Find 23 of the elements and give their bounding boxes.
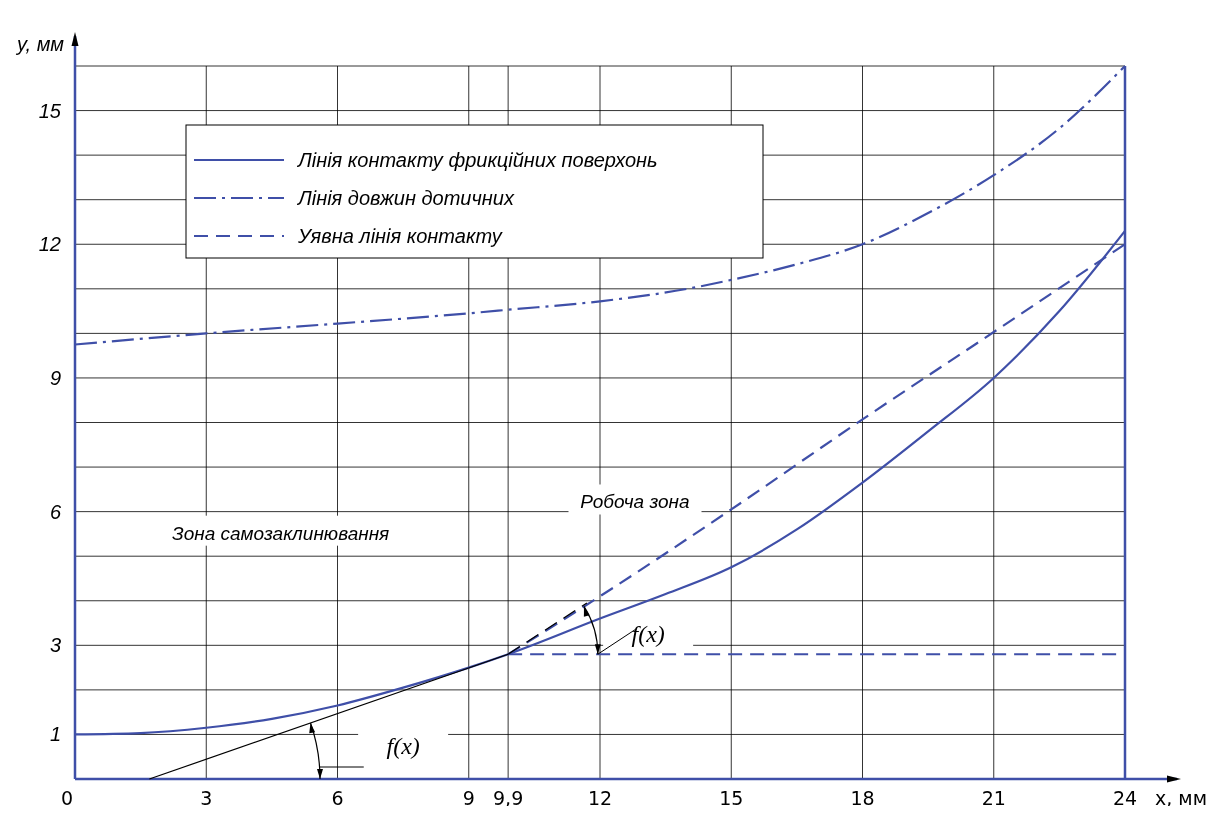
x-tick-label: 18 [850, 787, 875, 809]
y-tick-label: 1 [49, 723, 61, 746]
legend-label: Лінія довжин дотичних [296, 187, 515, 209]
annotation: Зона самозаклинювання [171, 522, 390, 544]
x-tick-label: 15 [719, 787, 744, 809]
x-tick-label: 3 [200, 787, 213, 809]
y-tick-label: 6 [49, 500, 62, 523]
annotation: f(x) [386, 732, 420, 759]
x-tick-label: 6 [331, 787, 344, 809]
x-tick-label: 24 [1112, 787, 1138, 809]
annotation: Робоча зона [580, 491, 690, 513]
y-tick-label: 12 [38, 233, 61, 256]
x-tick-label: 0 [60, 787, 74, 809]
legend-label: Уявна лінія контакту [297, 225, 503, 247]
x-tick-label: 12 [587, 787, 613, 809]
x-tick-label: 9 [462, 787, 475, 809]
y-tick-label: 15 [38, 99, 62, 122]
y-axis-title: y, мм [15, 33, 65, 55]
x-tick-label: 21 [981, 787, 1006, 809]
legend-label: Лінія контакту фрикційних поверхонь [296, 149, 658, 171]
y-tick-label: 9 [49, 366, 61, 389]
y-tick-label: 3 [49, 634, 61, 657]
annotation: f(x) [631, 621, 665, 648]
